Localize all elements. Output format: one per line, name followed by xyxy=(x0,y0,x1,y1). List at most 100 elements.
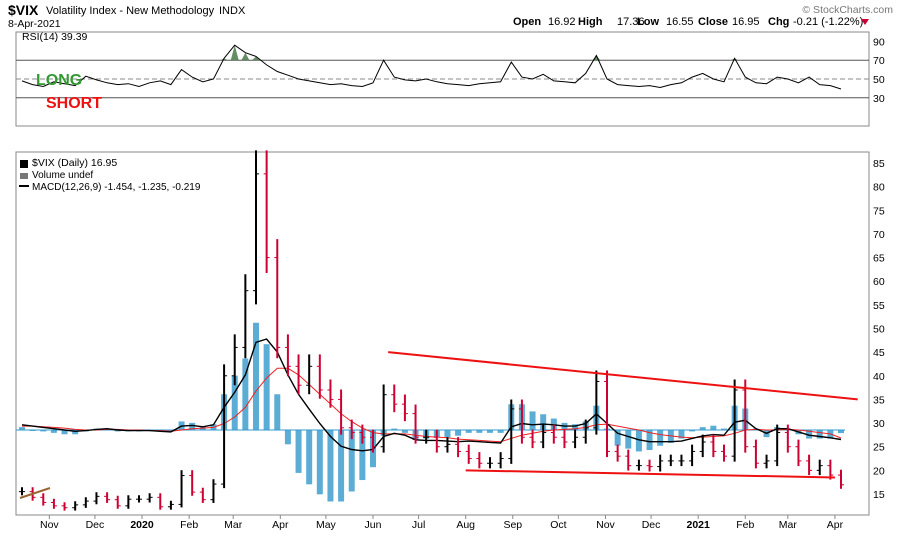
macd-histogram-bar xyxy=(348,430,355,492)
macd-histogram-bar xyxy=(667,430,674,443)
source-credit: © StockCharts.com xyxy=(802,4,893,16)
rsi-y-tick-label: 90 xyxy=(873,36,885,48)
price-y-tick-label: 55 xyxy=(873,300,885,312)
ohlc-label: Close xyxy=(698,16,728,28)
macd-histogram-bar xyxy=(167,430,174,432)
macd-histogram-bar xyxy=(465,430,472,433)
instrument-name: Volatility Index - New Methodology xyxy=(46,5,215,17)
macd-histogram-bar xyxy=(242,358,249,430)
x-tick-label: Mar xyxy=(779,519,798,531)
macd-histogram-bar xyxy=(721,428,727,430)
macd-histogram-bar xyxy=(710,425,717,430)
price-y-tick-label: 25 xyxy=(873,442,885,454)
macd-histogram-bar xyxy=(327,430,334,502)
x-tick-label: Mar xyxy=(224,519,243,531)
price-y-tick-label: 40 xyxy=(873,371,885,383)
x-tick-label: Oct xyxy=(550,519,566,531)
x-tick-label: 2021 xyxy=(686,519,710,531)
x-tick-label: Dec xyxy=(86,519,105,531)
rsi-legend: RSI(14) 39.39 xyxy=(22,31,88,43)
price-y-tick-label: 45 xyxy=(873,347,885,359)
macd-histogram-bar xyxy=(625,430,632,449)
macd-histogram-bar xyxy=(689,430,696,432)
trend-marker xyxy=(19,487,51,499)
macd-histogram-bar xyxy=(284,430,291,445)
macd-histogram-bar xyxy=(678,430,685,439)
rsi-y-tick-label: 70 xyxy=(873,55,885,67)
macd-histogram-bar xyxy=(61,430,68,435)
macd-histogram-bar xyxy=(274,394,281,430)
x-tick-label: Apr xyxy=(827,519,844,531)
macd-histogram-bar xyxy=(189,422,196,430)
macd-histogram-bar xyxy=(391,428,398,430)
candle-legend-icon xyxy=(20,160,28,168)
x-tick-label: Dec xyxy=(642,519,661,531)
x-tick-label: May xyxy=(316,519,337,531)
price-y-tick-label: 70 xyxy=(873,229,885,241)
ohlc-value: 16.95 xyxy=(732,16,760,28)
macd-histogram-bar xyxy=(635,430,642,452)
price-y-tick-label: 75 xyxy=(873,205,885,217)
price-legend: $VIX (Daily) 16.95 xyxy=(32,157,117,169)
x-tick-label: Aug xyxy=(456,519,475,531)
ohlc-label: Chg xyxy=(768,16,789,28)
macd-line xyxy=(21,338,842,452)
macd-histogram-bar xyxy=(40,430,47,432)
macd-histogram-bar xyxy=(476,430,483,433)
macd-histogram-bar xyxy=(529,411,536,430)
price-y-tick-label: 20 xyxy=(873,465,885,477)
macd-histogram-bar xyxy=(646,430,653,451)
x-tick-label: Apr xyxy=(272,519,289,531)
macd-histogram-bar xyxy=(497,430,504,433)
ohlc-label: Low xyxy=(637,16,659,28)
price-y-tick-label: 30 xyxy=(873,418,885,430)
macd-histogram-bar xyxy=(338,430,345,502)
macd-histogram-bar xyxy=(455,430,462,436)
rsi-line xyxy=(21,44,842,90)
ohlc-value: 16.55 xyxy=(666,16,694,28)
ohlc-value: -0.21 (-1.22%) xyxy=(793,16,863,28)
rsi-overbought-fill xyxy=(241,52,250,61)
ohlc-value: 16.92 xyxy=(548,16,576,28)
macd-histogram-bar xyxy=(838,430,844,434)
volume-legend: Volume undef xyxy=(32,170,93,181)
rsi-overbought-fill xyxy=(252,56,260,61)
x-tick-label: 2020 xyxy=(130,519,154,531)
macd-histogram-bar xyxy=(114,430,121,432)
price-panel-frame xyxy=(15,151,870,516)
macd-histogram-bar xyxy=(540,414,547,430)
x-tick-label: Nov xyxy=(40,519,59,531)
ohlc-label: High xyxy=(578,16,603,28)
trendline xyxy=(465,469,835,479)
rsi-overbought-fill xyxy=(230,45,239,61)
macd-histogram-bar xyxy=(487,430,493,433)
rsi-y-tick-label: 30 xyxy=(873,93,885,105)
macd-histogram-bar xyxy=(657,430,664,446)
macd-histogram-bar xyxy=(401,430,408,433)
x-tick-label: Feb xyxy=(736,519,754,531)
ohlc-label: Open xyxy=(513,16,541,28)
macd-histogram-bar xyxy=(444,430,451,438)
macd-histogram-bar xyxy=(306,430,313,485)
price-y-tick-label: 15 xyxy=(873,489,885,501)
trendline xyxy=(388,351,858,401)
x-tick-label: Nov xyxy=(596,519,615,531)
macd-histogram-bar xyxy=(231,375,238,430)
long-annotation: LONG xyxy=(36,72,82,89)
macd-legend: MACD(12,26,9) -1.454, -1.235, -0.219 xyxy=(32,182,201,193)
macd-histogram-bar xyxy=(72,430,79,435)
short-annotation: SHORT xyxy=(46,95,102,112)
x-tick-label: Jun xyxy=(365,519,382,531)
symbol-label: $VIX xyxy=(8,2,39,18)
rsi-panel: 30 50 70 90 xyxy=(16,36,885,105)
macd-histogram-bar xyxy=(699,427,706,430)
x-tick-label: Feb xyxy=(180,519,198,531)
macd-histogram-bar xyxy=(806,430,813,439)
macd-histogram-bar xyxy=(359,430,366,481)
ohlc-value: 17.36 xyxy=(617,16,645,28)
price-y-tick-label: 65 xyxy=(873,253,885,265)
x-axis: Nov Dec 2020 Feb Mar Apr May Jun Jul Aug Sep Oct Nov… xyxy=(40,515,844,531)
